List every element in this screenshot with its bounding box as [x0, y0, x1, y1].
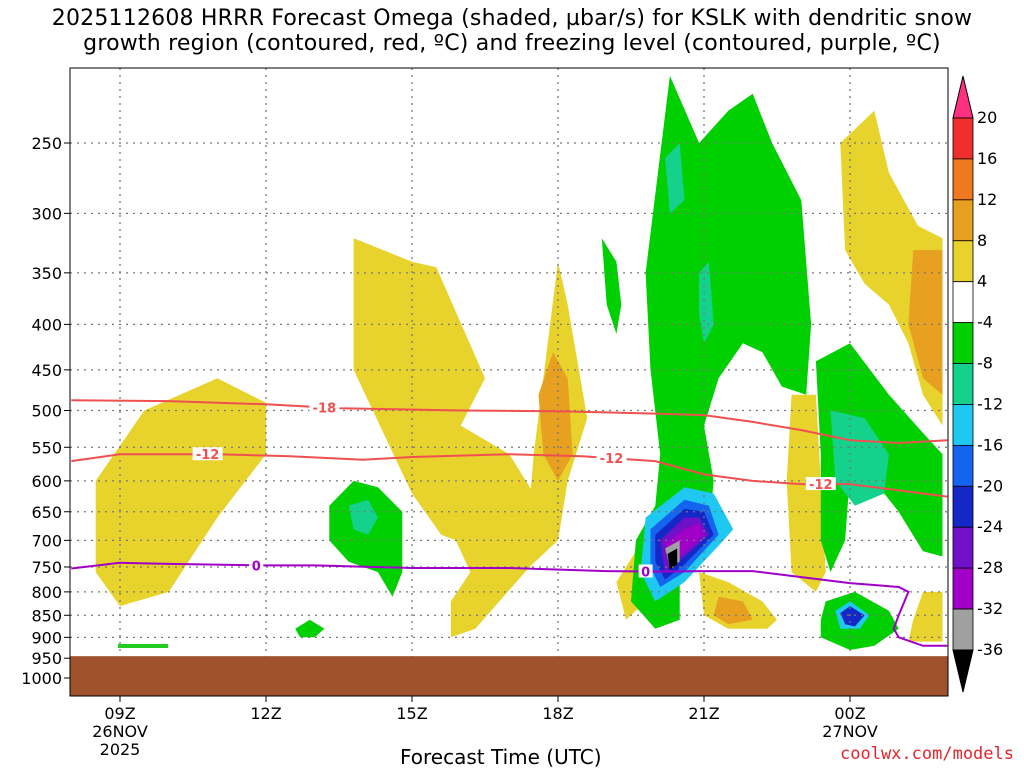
contour-label--12: -12 — [196, 448, 220, 463]
x-tick-21Z: 21Z — [688, 704, 719, 723]
colorbar-label--4: -4 — [977, 313, 993, 332]
omega-region--24-25 — [840, 606, 865, 627]
contour-label--12: -12 — [600, 452, 624, 467]
omega-region-8-9 — [713, 596, 753, 625]
y-tick-350: 350 — [31, 264, 62, 283]
colorbar-swatch-9 — [952, 485, 974, 528]
contour-label-bg — [192, 447, 223, 461]
y-tick-900: 900 — [31, 628, 62, 647]
colorbar-swatch-3 — [952, 240, 974, 283]
y-tick-300: 300 — [31, 204, 62, 223]
y-tick-650: 650 — [31, 503, 62, 522]
colorbar-swatch-8 — [952, 444, 974, 487]
contour-label-bg — [638, 564, 653, 578]
colorbar-label--24: -24 — [977, 517, 1003, 536]
colorbar-top-arrow — [952, 75, 974, 119]
colorbar-swatch-7 — [952, 404, 974, 446]
colorbar-label--20: -20 — [977, 476, 1003, 495]
omega-region--40-29 — [667, 548, 678, 570]
y-tick-450: 450 — [31, 361, 62, 380]
colorbar-label-20: 20 — [977, 108, 997, 127]
colorbar-label-8: 8 — [977, 231, 987, 250]
x-tick-year-09Z: 2025 — [100, 740, 141, 759]
omega-region--12-18 — [699, 261, 714, 344]
x-tick-18Z: 18Z — [542, 704, 573, 723]
x-tick-12Z: 12Z — [250, 704, 281, 723]
plot-area: -18 -12 -12 -12 0 0 — [70, 68, 948, 696]
omega-region-4-5 — [786, 394, 826, 592]
colorbar-swatch-6 — [952, 363, 974, 405]
x-tick-date-00Z: 27NOV — [822, 722, 878, 741]
colorbar-swatch-5 — [952, 322, 974, 364]
colorbar-label-12: 12 — [977, 190, 997, 209]
y-tick-250: 250 — [31, 134, 62, 153]
y-tick-1000: 1000 — [21, 669, 62, 688]
colorbar-swatch-12 — [952, 608, 974, 651]
colorbar-label--16: -16 — [977, 435, 1003, 454]
y-tick-700: 700 — [31, 531, 62, 550]
omega-region-4-1 — [353, 238, 544, 638]
omega-region--12-19 — [830, 410, 889, 506]
y-tick-750: 750 — [31, 558, 62, 577]
omega-region--4-16 — [295, 619, 325, 638]
contour-label-bg — [249, 558, 264, 572]
terrain-fill — [70, 656, 948, 696]
colorbar-swatch-1 — [952, 158, 974, 201]
contour-label-0: 0 — [252, 559, 261, 574]
y-tick-600: 600 — [31, 472, 62, 491]
colorbar-swatch-0 — [952, 117, 974, 160]
x-axis-title: Forecast Time (UTC) — [400, 745, 602, 769]
omega-region--4-11 — [631, 75, 812, 629]
chart-title: 2025112608 HRRR Forecast Omega (shaded, … — [0, 6, 1024, 56]
colorbar-label-16: 16 — [977, 149, 997, 168]
y-tick-550: 550 — [31, 438, 62, 457]
colorbar-swatch-10 — [952, 526, 974, 569]
omega-region-4-0 — [95, 378, 266, 607]
y-tick-850: 850 — [31, 606, 62, 625]
colorbar-label-4: 4 — [977, 272, 987, 291]
y-tick-950: 950 — [31, 649, 62, 668]
colorbar-label--12: -12 — [977, 394, 1003, 413]
contour-label-bg — [309, 400, 340, 414]
contour-label--18: -18 — [313, 401, 337, 416]
omega-region--4-13 — [601, 238, 622, 334]
x-tick-date-09Z: 26NOV — [92, 722, 148, 741]
title-line-2: growth region (contoured, red, ºC) and f… — [83, 31, 941, 56]
contour-label-0: 0 — [641, 565, 650, 580]
x-tick-09Z: 09Z — [104, 704, 135, 723]
x-tick-15Z: 15Z — [396, 704, 427, 723]
contour-label-bg — [805, 477, 836, 491]
y-tick-400: 400 — [31, 315, 62, 334]
omega-region-4-7 — [908, 591, 943, 642]
colorbar-bottom-arrow — [952, 649, 974, 693]
omega-region--4-12 — [329, 480, 403, 597]
colorbar-label--32: -32 — [977, 599, 1003, 618]
omega-region-8-8 — [538, 352, 573, 481]
colorbar-swatch-4 — [952, 281, 974, 324]
omega-region--12-20 — [348, 499, 378, 535]
contour-0 — [71, 561, 948, 647]
colorbar-label--28: -28 — [977, 558, 1003, 577]
colorbar-swatch-11 — [952, 567, 974, 610]
omega-region--12-17 — [665, 143, 685, 214]
colorbar-label--36: -36 — [977, 640, 1003, 659]
plot-frame — [69, 67, 949, 697]
credit-text: coolwx.com/models — [840, 744, 1014, 764]
omega-region-8-10 — [908, 250, 943, 395]
title-line-1: 2025112608 HRRR Forecast Omega (shaded, … — [51, 6, 973, 31]
colorbar-label--8: -8 — [977, 354, 993, 373]
contour-label-bg — [596, 451, 627, 465]
contour-label--12: -12 — [809, 478, 833, 493]
y-tick-800: 800 — [31, 583, 62, 602]
colorbar-swatch-2 — [952, 199, 974, 242]
y-tick-500: 500 — [31, 402, 62, 421]
x-tick-00Z: 00Z — [834, 704, 865, 723]
contour--18 — [71, 399, 948, 445]
